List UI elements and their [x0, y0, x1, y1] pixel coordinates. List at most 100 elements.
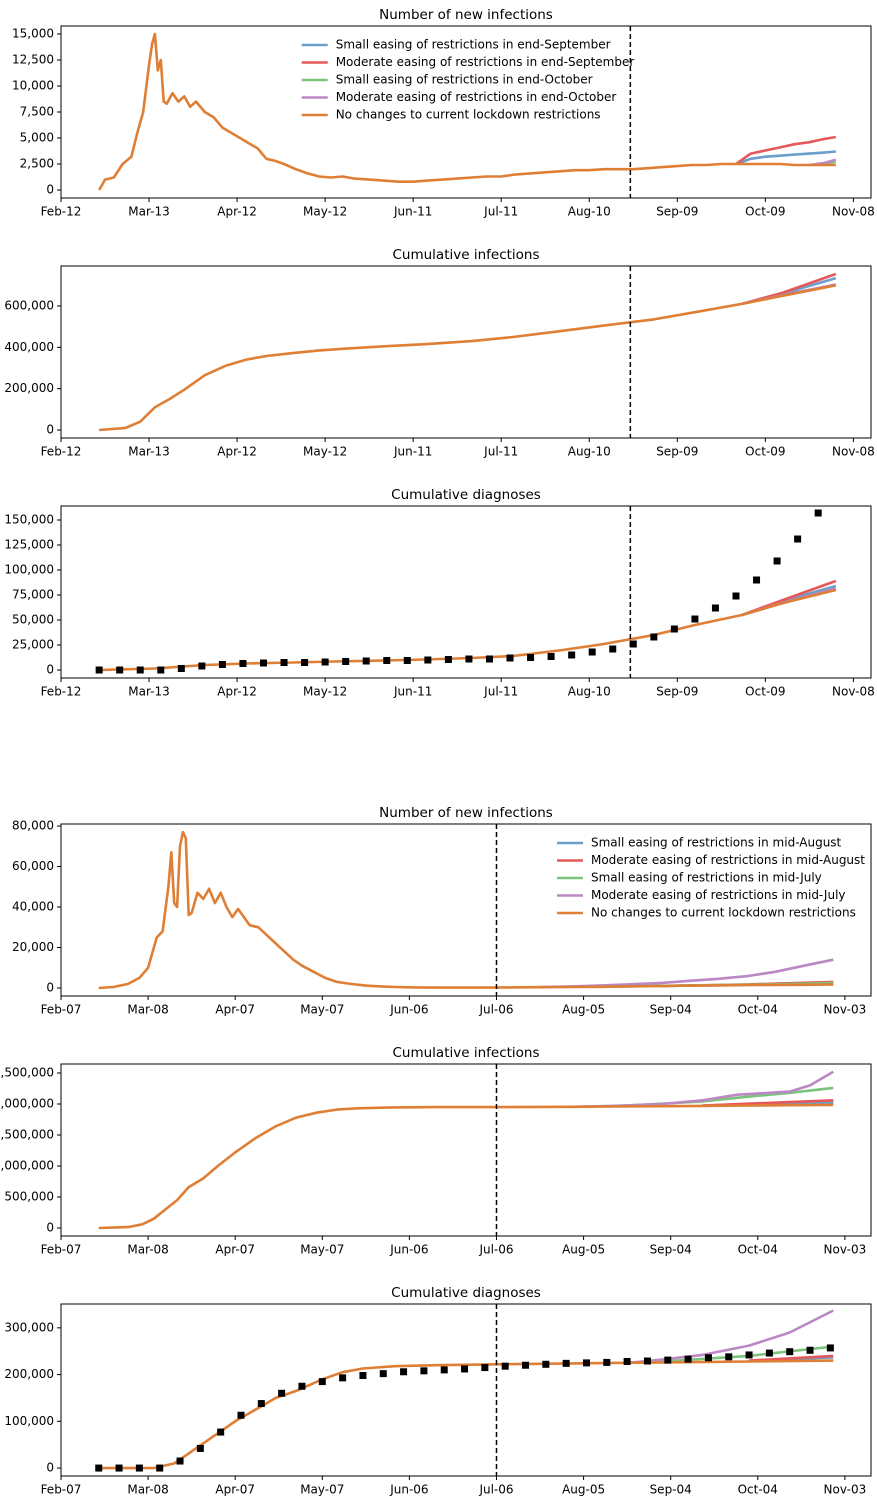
observed-point: [826, 1344, 834, 1352]
chart-title: Cumulative infections: [392, 1045, 539, 1061]
observed-point: [217, 1428, 225, 1436]
y-tick-label: 60,000: [12, 859, 54, 873]
x-tick-label: Nov-03: [824, 1483, 867, 1497]
series-line: [749, 1354, 834, 1362]
observed-point: [301, 659, 309, 666]
x-tick-label: Feb-12: [41, 205, 82, 219]
legend-label: No changes to current lockdown restricti…: [336, 108, 601, 122]
observed-point: [650, 633, 658, 641]
y-tick-label: 5,000: [20, 130, 54, 144]
observed-point: [522, 1361, 530, 1369]
x-tick-label: Mar-13: [128, 685, 169, 699]
observed-point: [481, 1364, 489, 1372]
observed-point: [794, 535, 802, 543]
observed-point: [95, 1464, 103, 1472]
observed-point: [753, 576, 761, 584]
chart-title: Number of new infections: [379, 7, 553, 23]
series-line: [98, 32, 836, 191]
observed-point: [359, 1372, 367, 1380]
observed-point: [643, 1357, 651, 1365]
x-tick-label: Feb-07: [41, 1483, 82, 1497]
axes-frame: [60, 1303, 872, 1477]
series-line: [735, 135, 837, 166]
observed-point: [501, 1362, 509, 1370]
x-tick-label: Jun-11: [393, 445, 432, 459]
legend-label: Moderate easing of restrictions in mid-J…: [591, 888, 846, 902]
x-tick-label: Mar-08: [127, 1483, 168, 1497]
x-tick-label: Mar-08: [127, 1003, 168, 1017]
observed-point: [440, 1366, 448, 1374]
y-tick-label: 0: [46, 1221, 54, 1235]
observed-point: [814, 509, 822, 517]
observed-point: [629, 640, 637, 648]
observed-point: [237, 1411, 245, 1419]
observed-point: [239, 660, 247, 667]
x-tick-label: May-12: [303, 205, 347, 219]
y-tick-label: 400,000: [4, 340, 54, 354]
x-tick-label: Mar-08: [127, 1243, 168, 1257]
observed-point: [115, 1464, 123, 1472]
observed-point: [465, 655, 473, 663]
series-line: [98, 830, 834, 990]
observed-point: [383, 657, 391, 664]
observed-point: [711, 604, 719, 612]
observed-point: [198, 662, 206, 670]
observed-point: [218, 661, 226, 668]
observed-point: [135, 1464, 143, 1472]
observed-point: [257, 1400, 265, 1408]
y-tick-label: 12,500: [12, 53, 54, 67]
observed-point: [670, 625, 678, 633]
y-tick-label: 100,000: [4, 563, 54, 577]
y-tick-label: 25,000: [12, 638, 54, 652]
observed-point: [280, 659, 288, 666]
x-tick-label: Feb-12: [41, 685, 82, 699]
x-tick-label: Apr-07: [215, 1483, 255, 1497]
legend-label: Moderate easing of restrictions in end-S…: [336, 55, 635, 69]
y-tick-label: 100,000: [4, 1414, 54, 1428]
observed-point: [321, 658, 329, 666]
x-tick-label: Feb-07: [41, 1003, 82, 1017]
x-tick-label: Oct-09: [745, 685, 785, 699]
x-tick-label: Oct-09: [745, 205, 785, 219]
x-tick-label: Jul-06: [478, 1003, 513, 1017]
observed-point: [562, 1359, 570, 1367]
x-tick-label: Nov-03: [824, 1243, 867, 1257]
x-tick-label: Sep-09: [656, 205, 698, 219]
y-tick-label: 2,000,000: [0, 1096, 54, 1110]
observed-point: [542, 1360, 550, 1368]
observed-point: [298, 1382, 306, 1390]
observed-point: [765, 1349, 773, 1357]
observed-point: [568, 651, 576, 659]
y-tick-label: 7,500: [20, 105, 54, 119]
observed-point: [664, 1356, 672, 1364]
x-tick-label: Aug-05: [562, 1243, 605, 1257]
y-tick-label: 0: [46, 981, 54, 995]
chart-title: Cumulative diagnoses: [391, 1285, 541, 1301]
x-tick-label: Sep-09: [656, 685, 698, 699]
x-tick-label: Sep-04: [650, 1003, 692, 1017]
y-tick-label: 15,000: [12, 27, 54, 41]
y-tick-label: 80,000: [12, 819, 54, 833]
observed-point: [157, 666, 165, 674]
chart-title: Cumulative infections: [392, 247, 539, 263]
x-tick-label: Feb-07: [41, 1243, 82, 1257]
y-tick-label: 2,500,000: [0, 1065, 54, 1079]
observed-point: [362, 657, 370, 665]
observed-point: [704, 1354, 712, 1362]
legend-label: Small easing of restrictions in mid-July: [591, 871, 822, 885]
observed-point: [773, 557, 781, 565]
y-tick-label: 600,000: [4, 298, 54, 312]
x-tick-label: Apr-07: [215, 1003, 255, 1017]
legend-label: No changes to current lockdown restricti…: [591, 906, 856, 920]
axes-frame: [60, 823, 872, 997]
observed-point: [623, 1357, 631, 1365]
observed-point: [156, 1464, 164, 1472]
observed-point: [420, 1367, 428, 1375]
observed-point: [461, 1365, 469, 1373]
x-tick-label: Apr-07: [215, 1243, 255, 1257]
x-tick-label: May-07: [300, 1483, 344, 1497]
observed-point: [95, 666, 103, 674]
legend-label: Small easing of restrictions in mid-Augu…: [591, 836, 842, 850]
y-tick-label: 125,000: [4, 538, 54, 552]
x-tick-label: May-07: [300, 1003, 344, 1017]
